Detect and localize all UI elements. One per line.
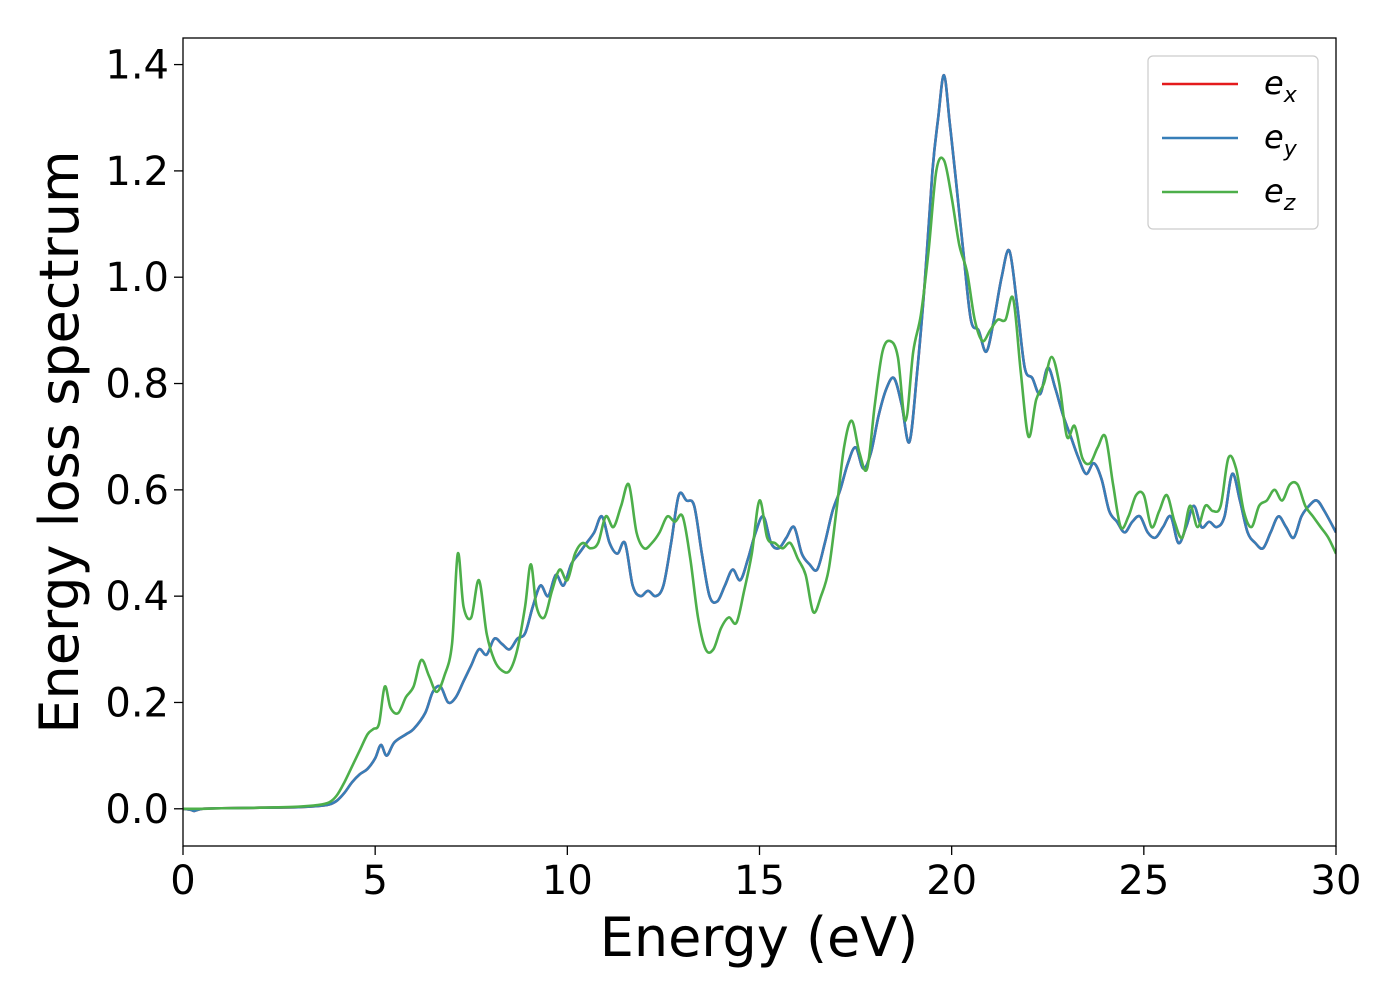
y-tick-label: 0.2 [105,680,169,726]
y-tick-label: 1.0 [105,255,169,301]
series-layer [183,73,1336,813]
x-axis-label: Energy (eV) [600,906,919,969]
series-line-e-z [183,156,1336,811]
x-tick-label: 30 [1311,858,1362,904]
y-axis-label: Energy loss spectrum [28,150,91,733]
y-tick-label: 0.0 [105,787,169,833]
legend-label-ez: ez [1264,172,1296,216]
x-axis-ticks: 0 5 10 15 20 25 30 [170,846,1361,904]
legend-entries: ex ey ez [1162,64,1298,216]
y-tick-label: 0.8 [105,362,169,408]
y-axis-ticks: 0.0 0.2 0.4 0.6 0.8 1.0 1.2 1.4 [105,43,183,833]
y-tick-label: 1.2 [105,149,169,195]
x-tick-label: 25 [1118,858,1169,904]
x-tick-label: 15 [734,858,785,904]
x-tick-label: 10 [542,858,593,904]
legend-label-ex: ex [1264,64,1298,108]
y-tick-label: 0.4 [105,574,169,620]
y-tick-label: 0.6 [105,468,169,514]
legend-label-ey: ey [1264,118,1298,162]
legend: ex ey ez [1147,55,1319,230]
x-tick-label: 20 [926,858,977,904]
legend-box [1147,55,1319,230]
x-tick-label: 5 [362,858,387,904]
series-line-e-y [183,73,1336,813]
y-tick-label: 1.4 [105,43,169,89]
x-tick-label: 0 [170,858,195,904]
